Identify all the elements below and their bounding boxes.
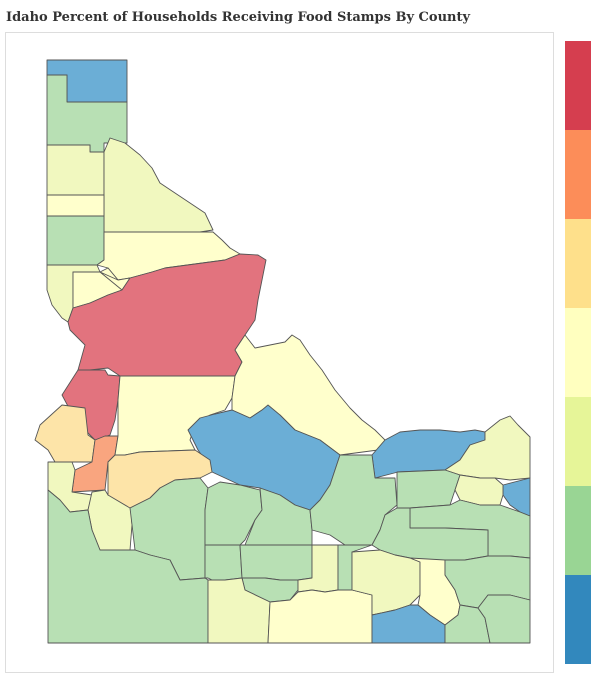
legend-swatch-3 [565,219,591,308]
county-twin-falls[interactable] [207,577,271,644]
legend-swatch-5 [565,397,591,486]
county-kootenai[interactable] [46,194,105,217]
county-bear-lake[interactable] [477,594,531,644]
county-camas[interactable] [244,487,313,546]
legend-swatch-6 [565,486,591,575]
county-owyhee-east[interactable] [267,589,373,644]
county-blaine[interactable] [309,454,398,546]
legend-swatch-2 [565,130,591,219]
color-legend [565,41,591,664]
county-washington[interactable] [34,404,96,463]
county-shoshone[interactable] [103,137,214,233]
county-bonner-south[interactable] [46,144,105,196]
county-jefferson[interactable] [454,474,504,506]
page-title: Idaho Percent of Households Receiving Fo… [6,10,471,25]
idaho-county-map [34,59,531,644]
county-power[interactable] [351,549,421,616]
county-benewah[interactable] [46,215,105,266]
legend-swatch-4 [565,308,591,397]
county-oneida[interactable] [371,604,446,644]
county-butte[interactable] [396,469,461,509]
county-lincoln[interactable] [239,544,313,581]
county-gooding[interactable] [204,544,243,581]
legend-swatch-7 [565,575,591,664]
legend-swatch-1 [565,41,591,130]
county-valley[interactable] [114,375,236,456]
